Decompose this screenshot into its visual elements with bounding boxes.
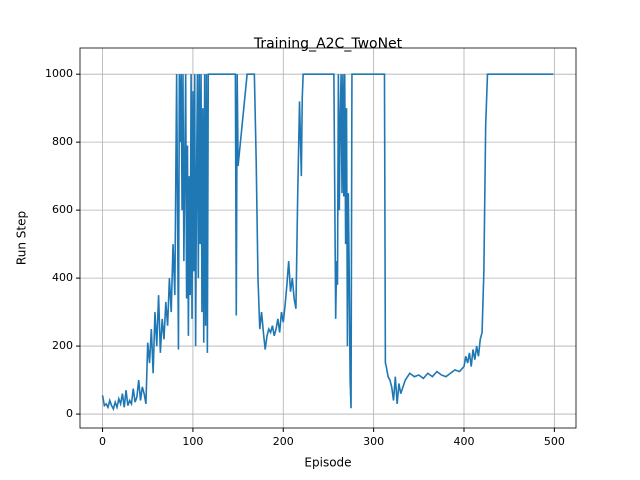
y-tick-label: 0 <box>66 407 73 420</box>
y-tick-label: 200 <box>52 339 73 352</box>
y-tick-label: 1000 <box>45 67 73 80</box>
chart-title: Training_A2C_TwoNet <box>253 36 403 52</box>
x-tick-label: 200 <box>273 435 294 448</box>
x-tick-label: 500 <box>544 435 565 448</box>
x-axis-label: Episode <box>304 456 351 470</box>
x-tick-label: 0 <box>99 435 106 448</box>
y-tick-label: 800 <box>52 135 73 148</box>
y-axis-label: Run Step <box>15 211 29 265</box>
x-tick-label: 400 <box>453 435 474 448</box>
plot-frame <box>79 47 577 429</box>
x-tick-label: 100 <box>182 435 203 448</box>
x-tick-label: 300 <box>363 435 384 448</box>
data-line <box>101 73 554 412</box>
y-tick-label: 400 <box>52 271 73 284</box>
y-tick-label: 600 <box>52 203 73 216</box>
